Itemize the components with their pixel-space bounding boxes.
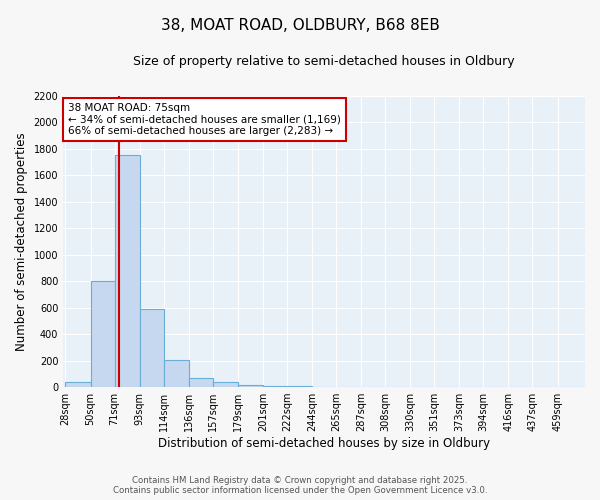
Bar (189, 378, 213, 387)
Bar (238, 385, 263, 387)
Bar (213, 382, 238, 387)
Text: Contains HM Land Registry data © Crown copyright and database right 2025.
Contai: Contains HM Land Registry data © Crown c… (113, 476, 487, 495)
Bar (91, 281, 115, 387)
Bar (140, 309, 164, 387)
X-axis label: Distribution of semi-detached houses by size in Oldbury: Distribution of semi-detached houses by … (158, 437, 490, 450)
Text: 38, MOAT ROAD, OLDBURY, B68 8EB: 38, MOAT ROAD, OLDBURY, B68 8EB (161, 18, 439, 32)
Y-axis label: Number of semi-detached properties: Number of semi-detached properties (15, 132, 28, 350)
Bar (65, 382, 91, 387)
Bar (115, 155, 140, 387)
Bar (164, 360, 189, 387)
Text: 38 MOAT ROAD: 75sqm
← 34% of semi-detached houses are smaller (1,169)
66% of sem: 38 MOAT ROAD: 75sqm ← 34% of semi-detach… (68, 103, 341, 136)
Bar (287, 386, 312, 387)
Title: Size of property relative to semi-detached houses in Oldbury: Size of property relative to semi-detach… (133, 55, 515, 68)
Bar (263, 386, 287, 387)
